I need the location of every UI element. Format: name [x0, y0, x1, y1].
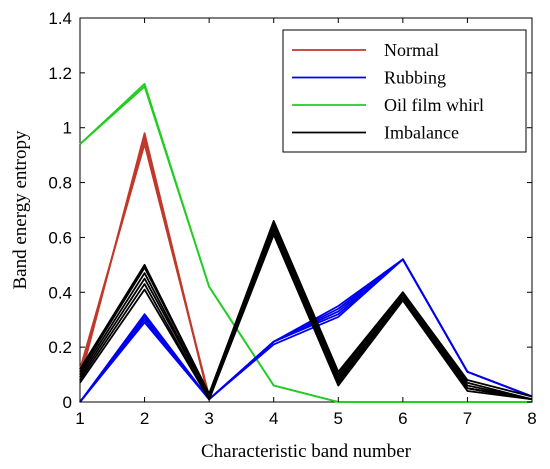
- y-tick-label: 0: [63, 393, 72, 412]
- series-line: [79, 222, 533, 401]
- legend-label: Normal: [384, 40, 439, 60]
- series-oil-film-whirl: [79, 82, 532, 403]
- series-line: [79, 258, 533, 403]
- x-tick-label: 8: [527, 409, 536, 428]
- legend-label: Rubbing: [384, 68, 446, 88]
- y-tick-label: 0.8: [48, 174, 72, 193]
- y-tick-label: 1.2: [48, 64, 72, 83]
- y-tick-label: 1.4: [48, 9, 72, 28]
- x-tick-label: 3: [204, 409, 213, 428]
- x-tick-label: 7: [463, 409, 472, 428]
- series-imbalance: [79, 220, 533, 401]
- x-tick-label: 5: [334, 409, 343, 428]
- x-tick-label: 6: [398, 409, 407, 428]
- x-axis-label: Characteristic band number: [201, 441, 412, 462]
- x-tick-label: 1: [75, 409, 84, 428]
- series-layer: [79, 82, 533, 403]
- y-tick-label: 1: [63, 119, 72, 138]
- ticks-layer: 1 2 3 4 5 6 7 8 0 0.2 0.4 0.6 0.8 1 1.2 1.4: [48, 9, 536, 428]
- series-line: [79, 228, 533, 401]
- y-axis-label: Band energy entropy: [10, 130, 31, 289]
- x-tick-label: 2: [140, 409, 149, 428]
- legend-label: Imbalance: [384, 123, 459, 143]
- y-tick-label: 0.4: [48, 283, 72, 302]
- series-line: [79, 233, 533, 401]
- series-rubbing: [79, 258, 533, 403]
- legend: Normal Rubbing Oil film whirl Imbalance: [282, 29, 527, 153]
- y-tick-label: 0.2: [48, 338, 72, 357]
- legend-label: Oil film whirl: [384, 95, 484, 115]
- y-tick-label: 0.6: [48, 228, 72, 247]
- series-line: [79, 225, 533, 401]
- series-line: [79, 82, 532, 403]
- series-line: [79, 220, 533, 398]
- x-tick-label: 4: [269, 409, 278, 428]
